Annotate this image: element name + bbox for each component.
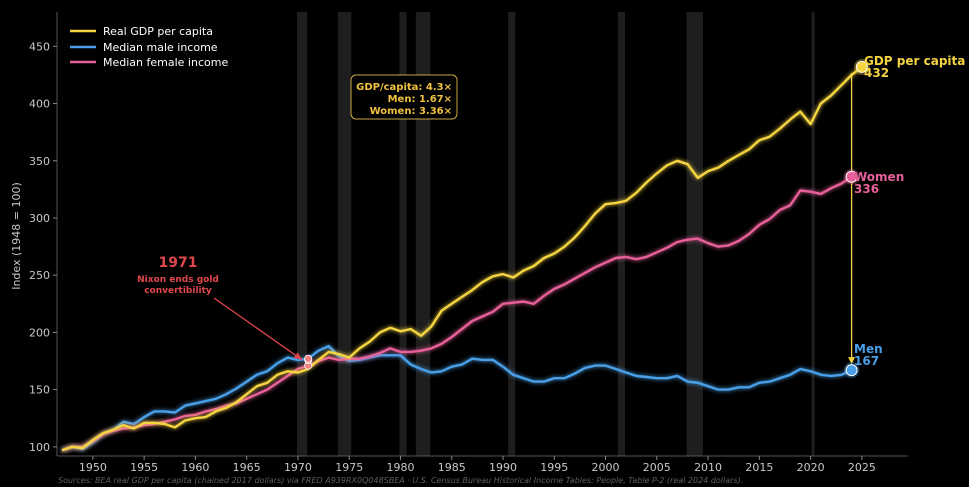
recession-band bbox=[508, 12, 516, 456]
end-markers bbox=[843, 58, 870, 379]
y-tick-label: 400 bbox=[29, 98, 50, 111]
series-lines bbox=[61, 65, 863, 452]
annotation-1971: 1971 Nixon ends gold convertibility bbox=[137, 255, 313, 370]
end-label-gdp-name: GDP per capita bbox=[864, 54, 965, 68]
end-label-men-name: Men bbox=[854, 342, 883, 356]
x-tick-label: 1970 bbox=[284, 461, 312, 474]
y-tick-label: 100 bbox=[29, 441, 50, 454]
ratio-men: Men: 1.67× bbox=[388, 94, 452, 105]
recession-band bbox=[617, 12, 626, 456]
recession-bands bbox=[296, 12, 815, 456]
recession-band bbox=[337, 12, 352, 456]
ratio-women: Women: 3.36× bbox=[370, 106, 452, 117]
recession-band bbox=[296, 12, 308, 456]
x-tick-label: 1955 bbox=[130, 461, 158, 474]
legend-label-gdp: Real GDP per capita bbox=[103, 25, 213, 38]
legend: Real GDP per capita Median male income M… bbox=[70, 25, 228, 69]
ratio-connector-arrowhead bbox=[848, 357, 856, 365]
y-tick-label: 150 bbox=[29, 384, 50, 397]
y-tick-label: 300 bbox=[29, 212, 50, 225]
end-marker bbox=[845, 364, 858, 377]
legend-label-female: Median female income bbox=[103, 56, 228, 69]
x-tick-label: 2025 bbox=[848, 461, 876, 474]
annotation-text-line2: convertibility bbox=[144, 286, 212, 296]
annotation-arrow-line bbox=[213, 297, 303, 361]
annotation-points bbox=[304, 354, 313, 370]
x-tick-label: 2010 bbox=[694, 461, 722, 474]
x-tick-label: 1975 bbox=[335, 461, 363, 474]
x-tick-label: 1985 bbox=[438, 461, 466, 474]
legend-label-male: Median male income bbox=[103, 41, 218, 54]
x-tick-label: 1965 bbox=[233, 461, 261, 474]
recession-band bbox=[399, 12, 407, 456]
x-tick-label: 1990 bbox=[489, 461, 517, 474]
series-line-median-female-income bbox=[61, 175, 853, 452]
ratio-gdp: GDP/capita: 4.3× bbox=[356, 82, 452, 93]
y-tick-label: 450 bbox=[29, 40, 50, 53]
x-tick-label: 2000 bbox=[592, 461, 620, 474]
y-axis-label: Index (1948 = 100) bbox=[10, 182, 23, 290]
end-label-men-value: 167 bbox=[854, 354, 879, 368]
x-tick-label: 1960 bbox=[181, 461, 209, 474]
annotation-text-line1: Nixon ends gold bbox=[137, 275, 219, 285]
x-tick-label: 2005 bbox=[643, 461, 671, 474]
x-ticks: 1950 1955 1960 1965 1970 1975 1980 1985 1990 1995… bbox=[79, 456, 876, 474]
annotation-year: 1971 bbox=[159, 255, 198, 271]
x-tick-label: 1950 bbox=[79, 461, 107, 474]
ratio-box-frame bbox=[350, 74, 458, 120]
y-tick-label: 250 bbox=[29, 269, 50, 282]
end-label-women-name: Women bbox=[854, 170, 904, 184]
y-tick-label: 200 bbox=[29, 326, 50, 339]
end-label-gdp-value: 432 bbox=[864, 66, 889, 80]
recession-band bbox=[415, 12, 431, 456]
end-labels: GDP per capita 432 Women 336 Men 167 bbox=[854, 54, 965, 368]
ratio-box: GDP/capita: 4.3× Men: 1.67× Women: 3.36× bbox=[350, 74, 458, 120]
series-line-real-gdp-per-capita bbox=[61, 65, 863, 452]
x-tick-label: 2015 bbox=[745, 461, 773, 474]
end-marker bbox=[855, 60, 868, 73]
x-tick-label: 2020 bbox=[797, 461, 825, 474]
annotation-arrowhead bbox=[293, 352, 303, 360]
x-tick-label: 1995 bbox=[540, 461, 568, 474]
recession-band bbox=[686, 12, 703, 456]
end-label-women-value: 336 bbox=[854, 182, 879, 196]
end-marker bbox=[845, 170, 858, 183]
recession-band bbox=[811, 12, 815, 456]
annotation-point bbox=[304, 354, 313, 363]
series-line-median-male-income bbox=[61, 344, 853, 452]
axes bbox=[56, 12, 908, 457]
y-tick-label: 350 bbox=[29, 155, 50, 168]
y-ticks: 100 150 200 250 300 350 400 450 bbox=[29, 40, 57, 454]
source-note: Sources: BEA real GDP per capita (chaine… bbox=[58, 476, 743, 485]
x-tick-label: 1980 bbox=[386, 461, 414, 474]
